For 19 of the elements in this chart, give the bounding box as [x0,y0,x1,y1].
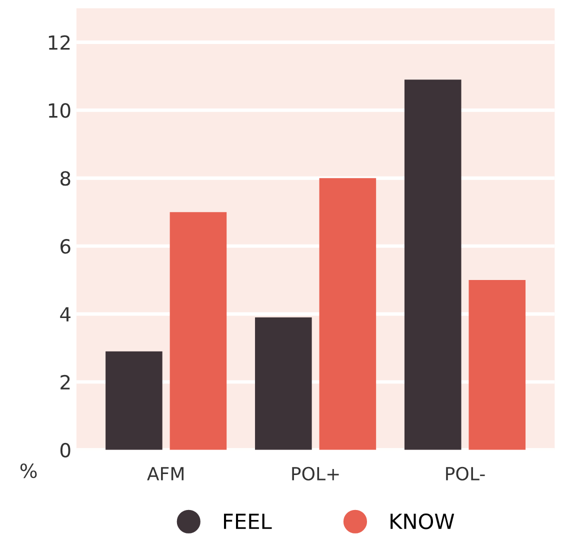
bar [106,351,162,450]
legend-label: FEEL [224,514,272,529]
x-tick-label: AFM [147,467,184,480]
y-tick-label: 0 [60,442,70,458]
bar [255,317,312,450]
y-axis-title: % [20,463,37,478]
legend-label: KNOW [390,513,454,530]
bar [319,178,376,450]
x-tick-label: POL+ [292,466,339,481]
bar [170,212,227,450]
y-tick-label: 2 [60,374,70,390]
y-tick-label: 12 [48,35,70,50]
y-tick-label: 4 [60,307,70,322]
y-tick-label: 10 [48,103,70,118]
y-tick-label: 8 [60,171,70,186]
bar [404,80,462,450]
y-tick-label: 6 [60,239,70,254]
bar [468,280,526,450]
x-tick-label: POL- [446,466,485,481]
